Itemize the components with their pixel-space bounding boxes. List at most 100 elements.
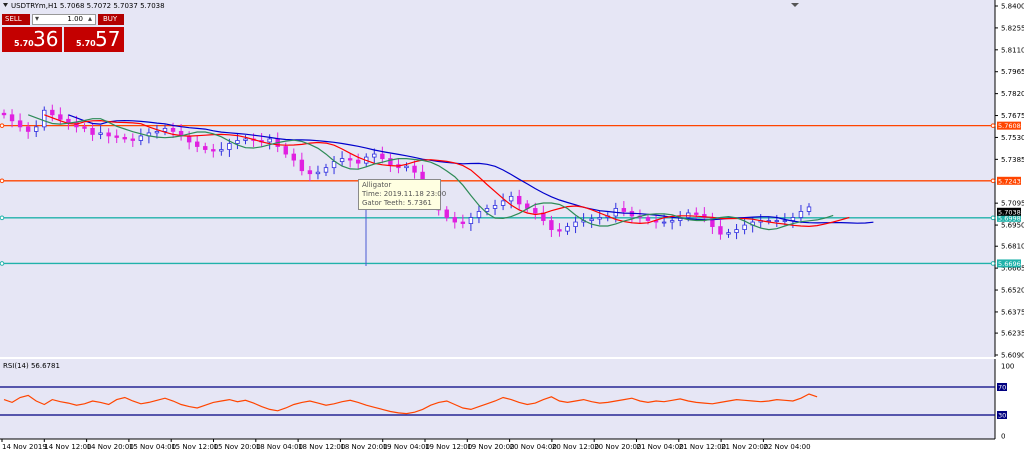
candle-body <box>460 221 466 224</box>
level-anchor-dot <box>990 215 996 221</box>
candle-body <box>380 153 385 159</box>
time-tick-label: 15 Nov 04:00 <box>129 443 176 451</box>
candle-body <box>669 220 675 223</box>
candle-body <box>235 140 240 144</box>
candle-body <box>782 220 788 222</box>
candle-body <box>315 171 321 175</box>
time-tick-label: 15 Nov 20:00 <box>214 443 261 451</box>
alligator-teeth-line <box>44 114 850 228</box>
candle-body <box>484 208 490 212</box>
time-tick-label: 20 Nov 12:00 <box>552 443 599 451</box>
time-tick-label: 18 Nov 12:00 <box>298 443 345 451</box>
candle-body <box>1 112 7 116</box>
candle-body <box>98 132 103 135</box>
candle-body <box>444 209 449 218</box>
time-tick-label: 20 Nov 04:00 <box>510 443 557 451</box>
tooltip-title: Alligator <box>362 181 392 189</box>
candle-body <box>194 141 200 147</box>
price-tick-label: 5.6375 <box>1001 308 1024 316</box>
chart-title: USDTRYm,H1 5.7068 5.7072 5.7037 5.7038 <box>11 2 165 10</box>
sell-price-button[interactable]: 5.70 36 <box>2 27 62 52</box>
price-tick-label: 5.6665 <box>1001 265 1024 273</box>
candle-body <box>388 158 393 166</box>
candle-body <box>790 217 796 221</box>
time-tick-label: 19 Nov 12:00 <box>425 443 472 451</box>
chart-menu-icon[interactable] <box>3 3 8 7</box>
level-price-box <box>997 259 1021 268</box>
candle-body <box>476 211 482 218</box>
candle-body <box>323 167 329 173</box>
time-tick-label: 21 Nov 04:00 <box>637 443 684 451</box>
time-tick-label: 19 Nov 20:00 <box>467 443 514 451</box>
time-tick-label: 20 Nov 20:00 <box>594 443 641 451</box>
price-tick-label: 5.6235 <box>1001 330 1024 338</box>
buy-price-prefix: 5.70 <box>76 39 96 48</box>
candle-body <box>412 165 417 173</box>
price-tick-label: 5.8110 <box>1001 46 1024 54</box>
candle-body <box>533 208 538 214</box>
one-click-trading-panel: SELL 1.00 ▾ ▴ BUY 5.70 36 5.70 57 <box>2 14 124 52</box>
candle-body <box>331 161 337 169</box>
candle-body <box>347 158 353 161</box>
level-anchor-dot <box>0 178 5 184</box>
rsi-level-label: 30 <box>998 412 1006 420</box>
candle-body <box>9 114 15 122</box>
candle-body <box>66 118 71 123</box>
level-anchor-dot <box>0 215 5 221</box>
rsi-label: RSI(14) 56.6781 <box>3 362 60 370</box>
candle-body <box>597 217 602 220</box>
candle-body <box>186 135 192 143</box>
level-price-box <box>997 176 1021 185</box>
candle-body <box>154 130 160 134</box>
sell-button[interactable]: SELL <box>2 14 30 25</box>
candle-body <box>211 149 216 152</box>
candle-body <box>170 127 176 132</box>
candle-body <box>702 214 707 218</box>
rsi-plot-area <box>0 359 995 439</box>
price-tick-label: 5.6950 <box>1001 222 1024 230</box>
time-tick-label: 15 Nov 12:00 <box>171 443 218 451</box>
time-tick-label: 14 Nov 2019 <box>2 443 47 451</box>
candle-body <box>621 208 627 212</box>
price-tick-label: 5.6810 <box>1001 243 1024 251</box>
candle-body <box>589 218 594 221</box>
buy-button[interactable]: BUY <box>98 14 124 25</box>
candle-body <box>798 211 804 218</box>
candle-body <box>267 138 272 143</box>
candle-body <box>283 146 288 155</box>
rsi-level-box <box>997 411 1007 419</box>
lot-decrease-icon[interactable]: ▾ <box>34 14 39 23</box>
candle-body <box>806 206 812 212</box>
candle-body <box>452 217 457 223</box>
candle-body <box>114 135 119 138</box>
price-tick-label: 5.7385 <box>1001 156 1024 164</box>
level-price-box <box>997 213 1021 222</box>
candle-body <box>138 135 144 141</box>
candle-body <box>565 226 570 232</box>
candle-body <box>492 205 498 209</box>
buy-price-pips: 57 <box>95 27 121 51</box>
candle-body <box>58 114 63 120</box>
lot-size-input[interactable]: 1.00 <box>32 14 96 25</box>
main-plot-area <box>0 0 995 357</box>
level-anchor-dot <box>990 123 996 128</box>
buy-price-button[interactable]: 5.70 57 <box>64 27 124 52</box>
current-price-box <box>997 207 1021 216</box>
price-tick-label: 5.6520 <box>1001 287 1024 295</box>
price-tick-label: 5.6090 <box>1001 352 1024 360</box>
scroll-marker-icon[interactable] <box>791 3 799 7</box>
candle-body <box>227 143 232 150</box>
candle-body <box>203 146 208 150</box>
level-price-label: 5.6998 <box>998 214 1021 222</box>
candle-body <box>734 229 739 234</box>
candle-body <box>694 212 699 215</box>
time-tick-label: 18 Nov 04:00 <box>256 443 303 451</box>
candle-body <box>90 127 95 135</box>
candle-body <box>557 229 562 232</box>
candle-body <box>500 200 506 206</box>
price-tick-label: 5.8255 <box>1001 24 1024 32</box>
candle-body <box>130 138 135 141</box>
level-price-label: 5.7608 <box>998 122 1021 130</box>
lot-increase-icon[interactable]: ▴ <box>87 14 92 23</box>
